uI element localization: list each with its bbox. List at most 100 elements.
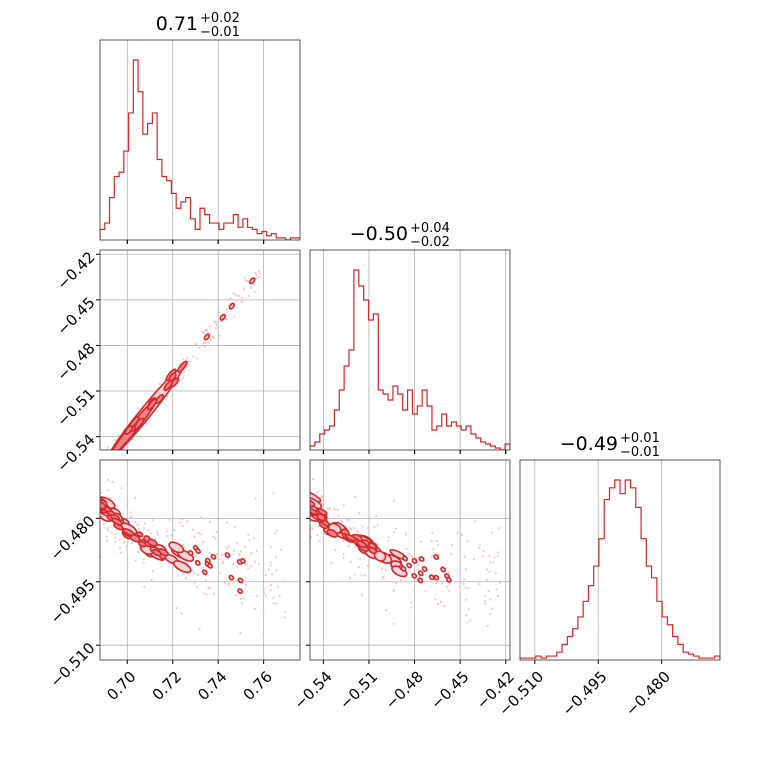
- sample-point: [175, 606, 178, 610]
- sample-point: [204, 341, 207, 344]
- sample-point: [125, 545, 128, 548]
- sample-point: [134, 496, 137, 499]
- sample-point: [181, 518, 184, 521]
- contour-island: [228, 574, 235, 581]
- sample-point: [488, 570, 491, 574]
- sample-point: [497, 554, 500, 558]
- sample-point: [273, 532, 277, 535]
- sample-point: [456, 532, 459, 535]
- sample-point: [126, 485, 129, 488]
- sample-point: [203, 345, 206, 348]
- panel-frame: [99, 459, 301, 661]
- sample-point: [250, 564, 253, 568]
- sample-point: [269, 546, 272, 549]
- sample-point: [115, 453, 117, 455]
- sample-point: [188, 360, 191, 363]
- sample-point: [213, 320, 216, 323]
- sample-point: [123, 540, 126, 543]
- sample-point: [353, 495, 357, 499]
- sample-point: [375, 515, 378, 518]
- sample-point: [395, 582, 398, 585]
- contour-core: [326, 528, 339, 538]
- sample-point: [104, 452, 106, 454]
- sample-point: [218, 334, 221, 337]
- sample-point: [217, 558, 220, 561]
- sample-point: [412, 589, 416, 593]
- sample-point: [451, 543, 454, 547]
- sample-point: [262, 587, 265, 591]
- sample-point: [235, 299, 238, 302]
- sample-point: [108, 455, 110, 457]
- sample-point: [193, 535, 196, 539]
- sample-point: [150, 578, 153, 581]
- sample-point: [114, 532, 117, 535]
- x-tick-label: −0.51: [336, 668, 381, 713]
- sample-point: [252, 537, 255, 540]
- contour-island: [400, 565, 407, 572]
- title-lower-error: −0.01: [200, 25, 240, 40]
- sample-point: [435, 540, 438, 543]
- sample-point: [233, 525, 236, 528]
- x-tick-label: −0.48: [382, 668, 427, 713]
- sample-point: [431, 531, 434, 535]
- sample-point: [361, 525, 364, 528]
- sample-point: [116, 456, 118, 458]
- sample-point: [246, 279, 249, 283]
- y-tick-label: −0.510: [47, 639, 99, 691]
- sample-point: [129, 511, 132, 514]
- sample-point: [183, 370, 186, 374]
- sample-point: [184, 576, 187, 580]
- sample-point: [247, 533, 250, 537]
- contour-island: [224, 552, 231, 559]
- sample-point: [142, 526, 145, 529]
- sample-point: [328, 507, 332, 510]
- sample-point: [212, 535, 215, 538]
- contour-core: [136, 531, 144, 538]
- sample-point: [284, 610, 287, 613]
- title-value: 0.71: [156, 13, 198, 35]
- sample-point: [340, 520, 344, 523]
- contour-island: [445, 576, 452, 583]
- sample-point: [239, 632, 242, 635]
- sample-point: [348, 576, 352, 580]
- sample-point: [484, 602, 487, 605]
- sample-point: [168, 518, 171, 521]
- contour-core: [317, 508, 328, 516]
- sample-point: [255, 277, 258, 280]
- sample-point: [466, 621, 469, 624]
- contour-island: [239, 558, 246, 564]
- sample-point: [385, 609, 388, 612]
- sample-point: [342, 504, 346, 507]
- sample-point: [483, 600, 487, 603]
- sample-point: [317, 525, 320, 528]
- sample-point: [182, 543, 185, 546]
- panel-frame: [519, 459, 721, 661]
- sample-point: [342, 553, 345, 556]
- sample-point: [432, 548, 435, 551]
- sample-point: [114, 439, 117, 442]
- sample-point: [466, 540, 469, 543]
- sample-point: [463, 578, 466, 581]
- sample-point: [134, 521, 137, 524]
- sample-point: [104, 457, 106, 459]
- sample-point: [253, 271, 256, 274]
- sample-point: [194, 343, 198, 346]
- sample-point: [106, 478, 110, 481]
- sample-point: [270, 584, 273, 587]
- sample-point: [107, 462, 109, 464]
- sample-point: [310, 536, 313, 539]
- sample-point: [237, 294, 240, 298]
- title-upper-error: +0.02: [200, 11, 240, 26]
- sample-point: [149, 532, 152, 535]
- contour-island: [428, 574, 435, 581]
- sample-point: [485, 568, 489, 571]
- sample-point: [459, 563, 462, 566]
- sample-point: [445, 585, 449, 588]
- sample-point: [272, 602, 275, 605]
- contour-island: [440, 566, 447, 573]
- y-tick-label: −0.54: [53, 430, 98, 475]
- sample-point: [487, 589, 490, 593]
- sample-point: [158, 382, 161, 385]
- sample-point: [225, 308, 229, 311]
- sample-point: [283, 580, 286, 584]
